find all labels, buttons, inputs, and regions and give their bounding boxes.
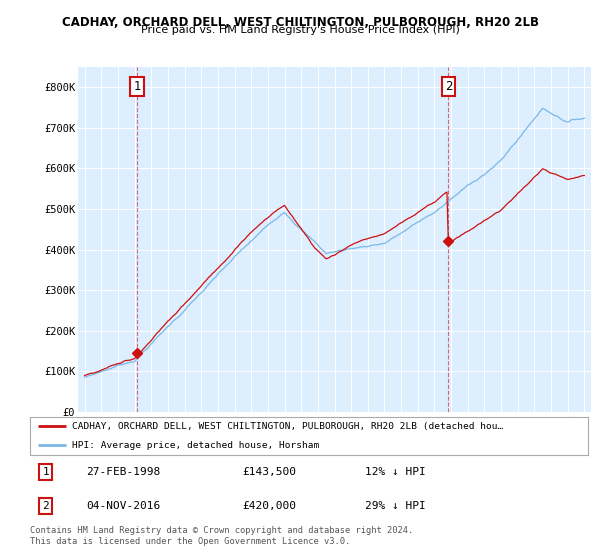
Text: 2: 2	[42, 501, 49, 511]
Text: 1: 1	[42, 466, 49, 477]
Text: £143,500: £143,500	[242, 466, 296, 477]
Text: 29% ↓ HPI: 29% ↓ HPI	[365, 501, 425, 511]
Text: CADHAY, ORCHARD DELL, WEST CHILTINGTON, PULBOROUGH, RH20 2LB: CADHAY, ORCHARD DELL, WEST CHILTINGTON, …	[62, 16, 539, 29]
Text: HPI: Average price, detached house, Horsham: HPI: Average price, detached house, Hors…	[72, 441, 319, 450]
Text: 04-NOV-2016: 04-NOV-2016	[86, 501, 160, 511]
Text: Price paid vs. HM Land Registry's House Price Index (HPI): Price paid vs. HM Land Registry's House …	[140, 25, 460, 35]
Text: 1: 1	[133, 80, 141, 92]
Text: £420,000: £420,000	[242, 501, 296, 511]
Text: Contains HM Land Registry data © Crown copyright and database right 2024.
This d: Contains HM Land Registry data © Crown c…	[30, 526, 413, 546]
Text: CADHAY, ORCHARD DELL, WEST CHILTINGTON, PULBOROUGH, RH20 2LB (detached hou…: CADHAY, ORCHARD DELL, WEST CHILTINGTON, …	[72, 422, 503, 431]
Text: 27-FEB-1998: 27-FEB-1998	[86, 466, 160, 477]
Text: 12% ↓ HPI: 12% ↓ HPI	[365, 466, 425, 477]
Text: 2: 2	[445, 80, 452, 92]
